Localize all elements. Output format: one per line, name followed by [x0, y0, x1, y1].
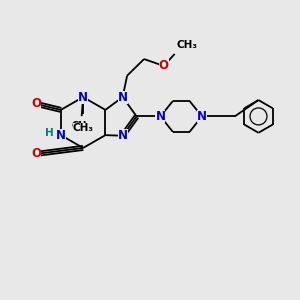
Text: N: N: [78, 91, 88, 103]
Text: H: H: [45, 128, 54, 138]
Text: N: N: [56, 129, 66, 142]
Text: N: N: [197, 110, 207, 123]
Text: CH₃: CH₃: [176, 40, 197, 50]
Text: CH₃: CH₃: [73, 123, 94, 133]
Text: O: O: [32, 98, 41, 110]
Text: N: N: [118, 91, 128, 103]
Text: N: N: [155, 110, 165, 123]
Text: O: O: [32, 147, 41, 161]
Text: N: N: [118, 129, 128, 142]
Text: O: O: [159, 59, 169, 72]
Text: CH₃: CH₃: [72, 122, 92, 131]
